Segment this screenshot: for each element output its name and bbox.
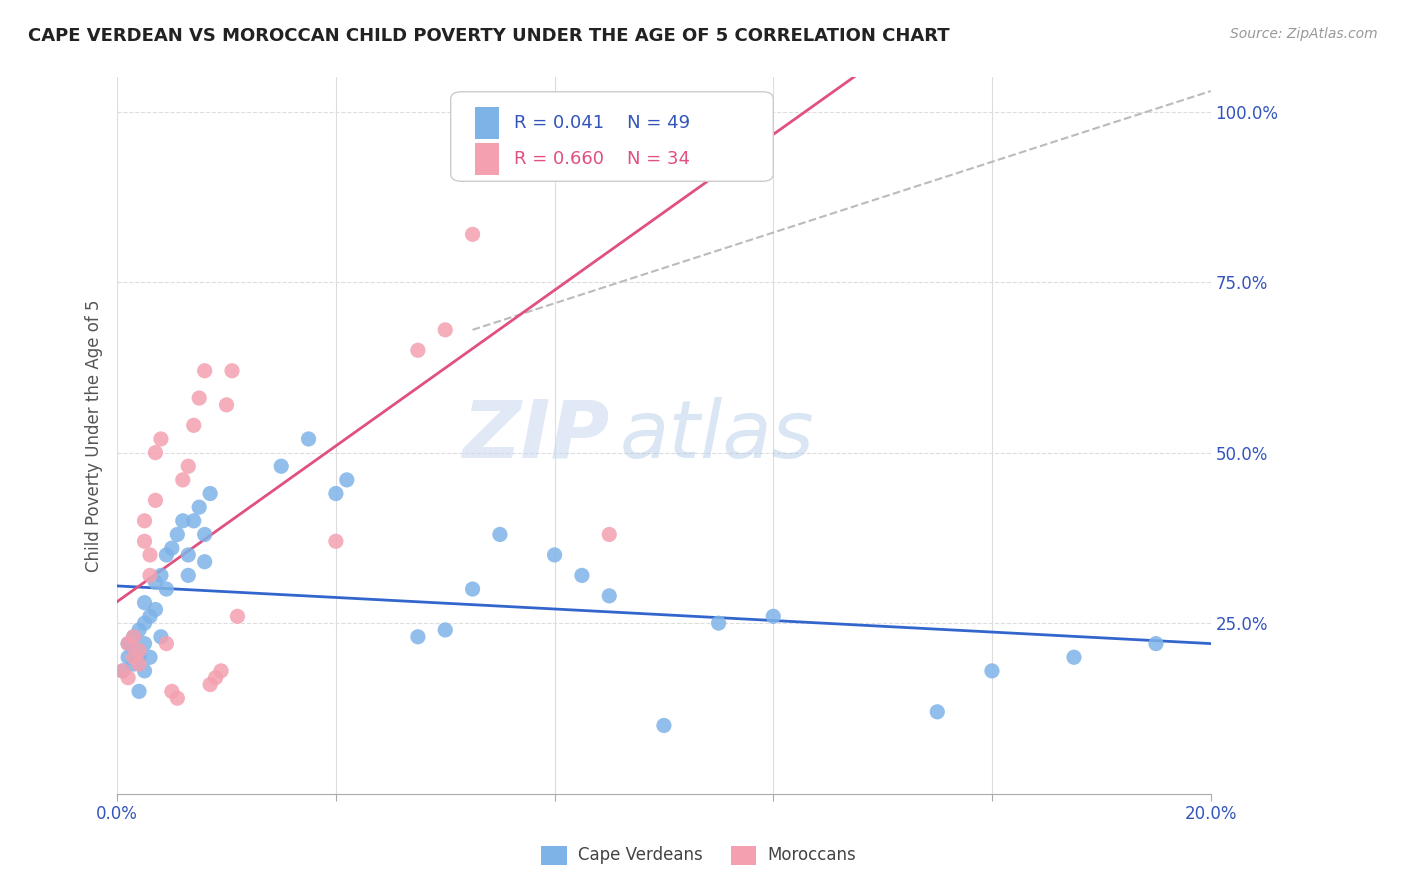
Text: ZIP: ZIP — [463, 397, 609, 475]
Point — [489, 104, 512, 119]
Point — [134, 637, 156, 651]
Point — [325, 534, 347, 549]
Point — [117, 671, 139, 685]
Point — [155, 582, 177, 596]
Point — [598, 527, 620, 541]
Point — [183, 514, 205, 528]
Point — [177, 548, 200, 562]
Point — [134, 534, 156, 549]
Point — [139, 568, 162, 582]
Point — [139, 609, 162, 624]
Point — [194, 527, 217, 541]
Point — [134, 616, 156, 631]
Point — [160, 684, 183, 698]
Point — [128, 650, 150, 665]
Point — [166, 527, 188, 541]
Point — [149, 630, 172, 644]
Point — [489, 527, 512, 541]
Point — [434, 623, 457, 637]
Point — [707, 616, 730, 631]
Point — [111, 664, 134, 678]
Point — [215, 398, 238, 412]
Text: CAPE VERDEAN VS MOROCCAN CHILD POVERTY UNDER THE AGE OF 5 CORRELATION CHART: CAPE VERDEAN VS MOROCCAN CHILD POVERTY U… — [28, 27, 949, 45]
Point — [160, 541, 183, 555]
Text: Source: ZipAtlas.com: Source: ZipAtlas.com — [1230, 27, 1378, 41]
Point — [117, 637, 139, 651]
Point — [1144, 637, 1167, 651]
Point — [134, 514, 156, 528]
Point — [122, 643, 145, 657]
Point — [145, 493, 167, 508]
Point — [270, 459, 292, 474]
Point — [1063, 650, 1085, 665]
Point — [204, 671, 226, 685]
Point — [927, 705, 949, 719]
Point — [188, 500, 211, 515]
Point — [172, 473, 194, 487]
Point — [571, 568, 593, 582]
Point — [172, 514, 194, 528]
Text: Moroccans: Moroccans — [768, 847, 856, 864]
FancyBboxPatch shape — [475, 107, 499, 139]
Point — [336, 473, 359, 487]
Point — [762, 609, 785, 624]
Point — [117, 637, 139, 651]
Point — [122, 657, 145, 671]
Point — [221, 364, 243, 378]
Point — [226, 609, 249, 624]
Point — [145, 602, 167, 616]
Text: Cape Verdeans: Cape Verdeans — [578, 847, 703, 864]
Point — [325, 486, 347, 500]
Point — [122, 630, 145, 644]
Point — [139, 650, 162, 665]
Point — [117, 650, 139, 665]
Point — [122, 650, 145, 665]
Point — [134, 596, 156, 610]
Point — [149, 432, 172, 446]
Point — [128, 623, 150, 637]
Point — [461, 227, 484, 242]
Point — [155, 548, 177, 562]
Point — [145, 445, 167, 459]
Y-axis label: Child Poverty Under the Age of 5: Child Poverty Under the Age of 5 — [86, 300, 103, 572]
Point — [155, 637, 177, 651]
Point — [198, 677, 221, 691]
Point — [134, 664, 156, 678]
Point — [128, 684, 150, 698]
Text: R = 0.041    N = 49: R = 0.041 N = 49 — [515, 114, 690, 132]
Text: atlas: atlas — [620, 397, 815, 475]
Point — [188, 391, 211, 405]
Point — [149, 568, 172, 582]
Point — [461, 582, 484, 596]
Point — [177, 459, 200, 474]
Point — [145, 575, 167, 590]
Point — [198, 486, 221, 500]
Point — [209, 664, 232, 678]
Point — [139, 548, 162, 562]
FancyBboxPatch shape — [475, 143, 499, 175]
Point — [177, 568, 200, 582]
Point — [406, 630, 429, 644]
Point — [543, 548, 565, 562]
Point — [166, 691, 188, 706]
Point — [128, 643, 150, 657]
Point — [194, 364, 217, 378]
Point — [183, 418, 205, 433]
Point — [406, 343, 429, 358]
Point — [128, 657, 150, 671]
Text: R = 0.660    N = 34: R = 0.660 N = 34 — [515, 150, 690, 168]
Point — [297, 432, 319, 446]
Point — [598, 589, 620, 603]
Point — [122, 630, 145, 644]
Point — [434, 323, 457, 337]
Point — [111, 664, 134, 678]
Point — [981, 664, 1004, 678]
FancyBboxPatch shape — [451, 92, 773, 181]
Point — [194, 555, 217, 569]
Point — [652, 718, 675, 732]
